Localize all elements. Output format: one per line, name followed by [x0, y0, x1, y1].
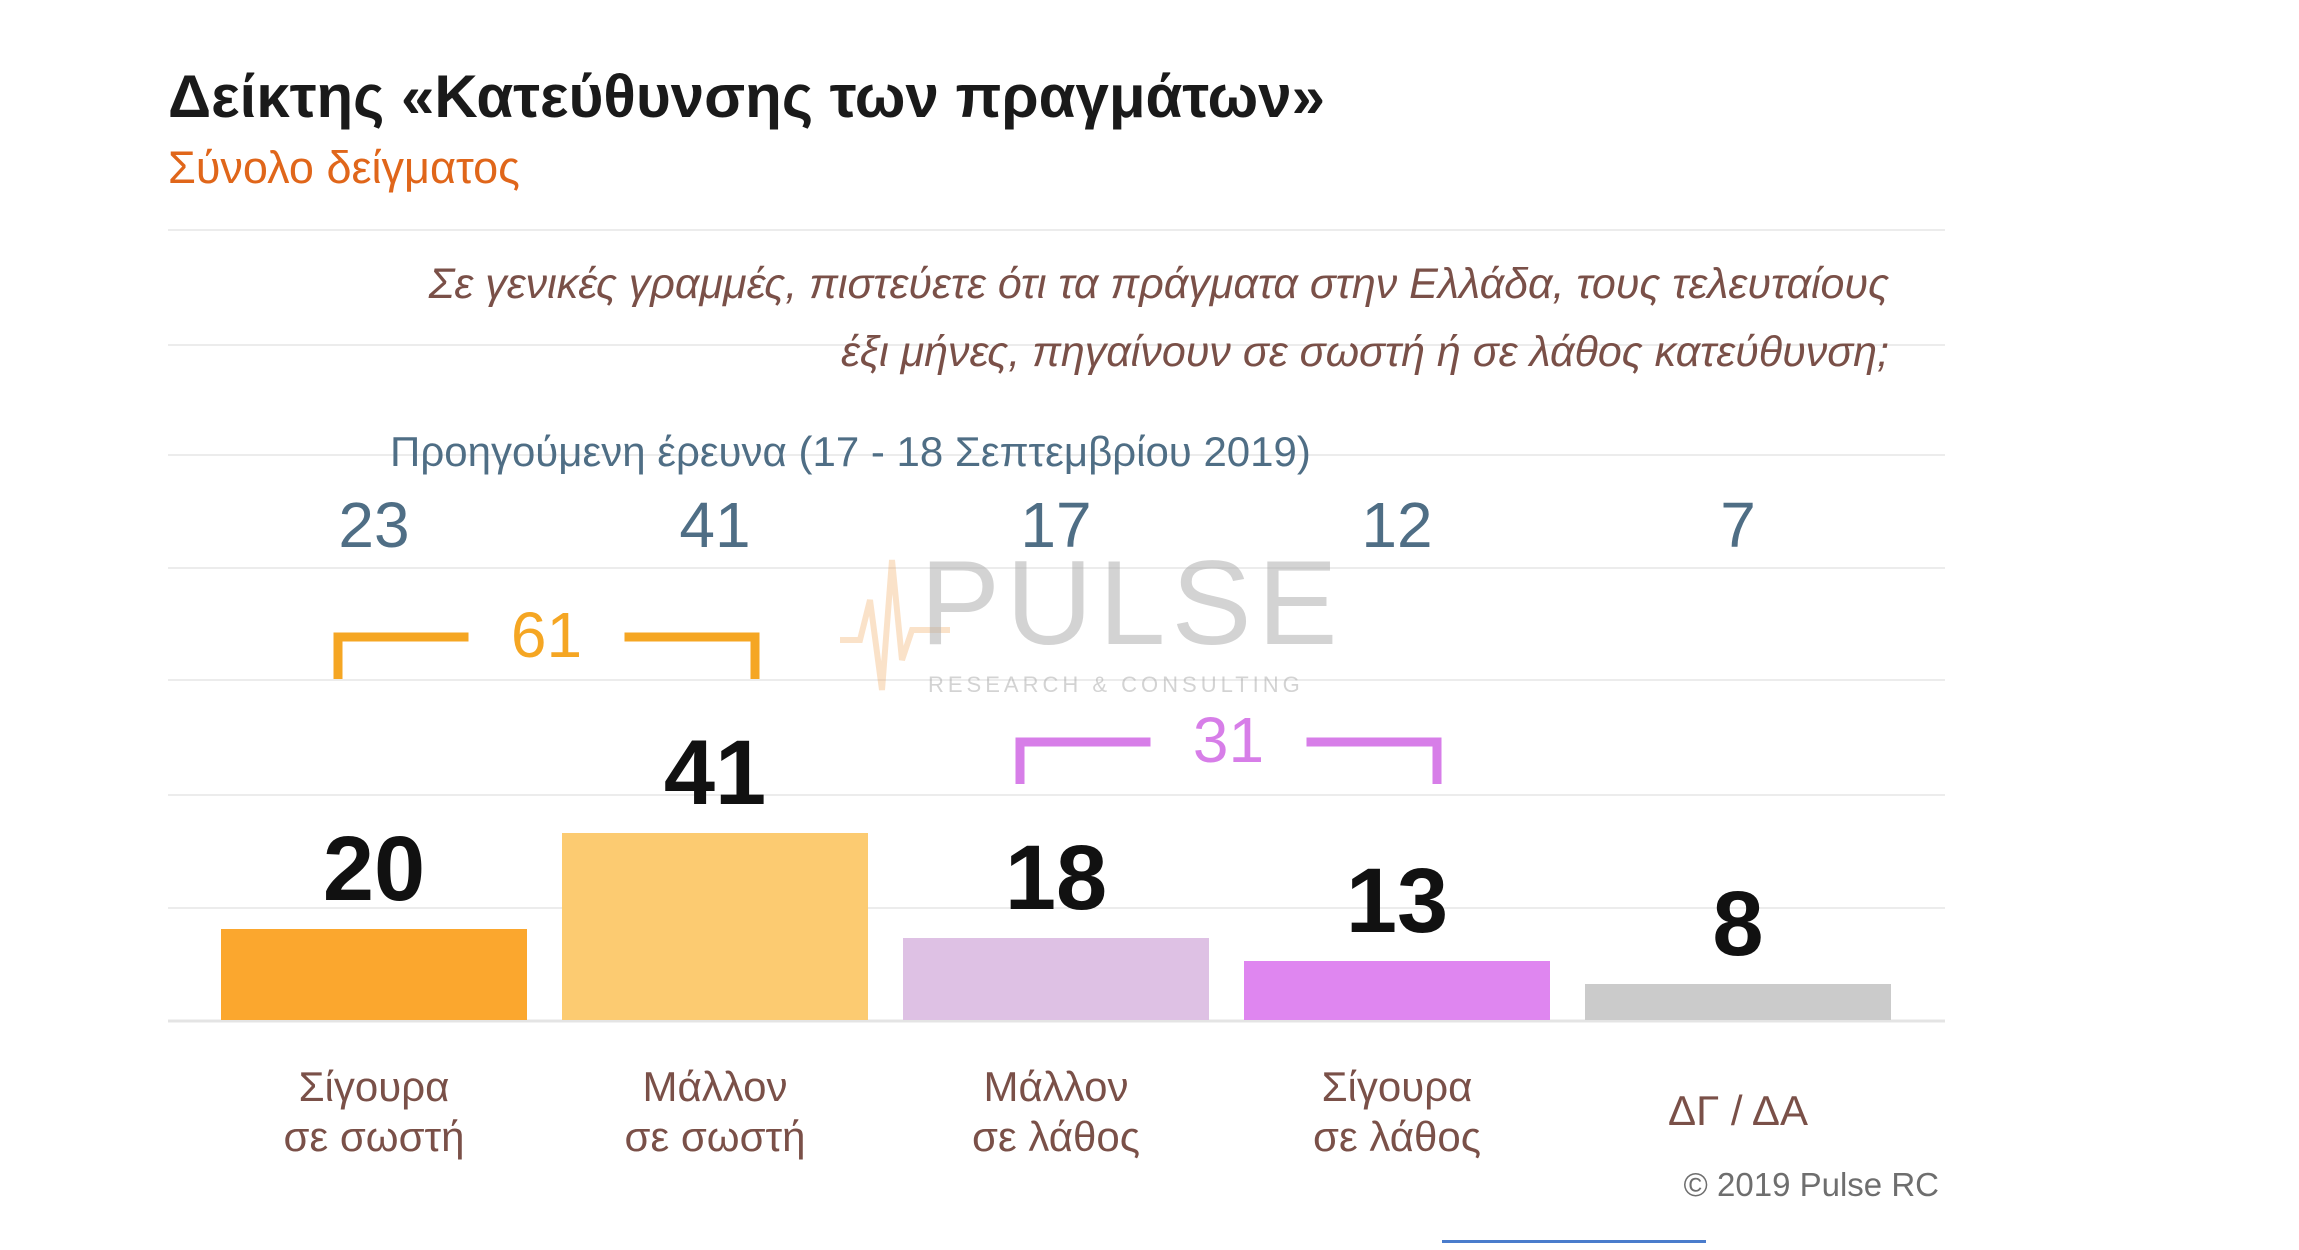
previous-survey-value: 23: [338, 489, 410, 561]
bar-value-label: 41: [663, 722, 767, 825]
category-label: Σίγουρα σε σωστή: [283, 1063, 465, 1160]
previous-survey-label: Προηγούμενη έρευνα (17 - 18 Σεπτεμβρίου …: [390, 428, 1311, 475]
chart-title: Δείκτης «Κατεύθυνσης των πραγμάτων»: [168, 63, 1325, 130]
category-label: Μάλλον σε λάθος: [972, 1063, 1140, 1160]
bar-value-label: 13: [1345, 849, 1449, 952]
bar: [562, 833, 868, 1020]
category-label: Μάλλον σε σωστή: [624, 1063, 806, 1160]
bar: [1244, 960, 1550, 1020]
previous-survey-value: 12: [1361, 489, 1433, 561]
bar: [221, 929, 527, 1020]
previous-survey-value: 41: [679, 489, 751, 561]
survey-question-line: έξι μήνες, πηγαίνουν σε σωστή ή σε λάθος…: [841, 328, 1889, 376]
bar-value-label: 20: [322, 818, 426, 920]
watermark-text: PULSE: [920, 536, 1344, 670]
category-label: Σίγουρα σε λάθος: [1313, 1063, 1481, 1160]
copyright: © 2019 Pulse RC: [1683, 1166, 1939, 1203]
category-label: ΔΓ / ΔΑ: [1668, 1087, 1808, 1134]
bar-value-label: 18: [1004, 827, 1108, 930]
group-total-label: 61: [510, 599, 583, 671]
previous-survey-value: 17: [1020, 489, 1092, 561]
group-total-label: 31: [1192, 704, 1265, 776]
survey-question: Σε γενικές γραμμές, πιστεύετε ότι τα πρά…: [289, 250, 1889, 386]
watermark-tagline: RESEARCH & CONSULTING: [928, 672, 1304, 697]
bar: [1585, 983, 1891, 1020]
pulse-logo-icon: [840, 559, 950, 691]
bottom-accent-line: [1442, 1240, 1706, 1243]
previous-survey-value: 7: [1720, 489, 1756, 561]
bar: [903, 938, 1209, 1020]
group-bracket: [1015, 737, 1442, 784]
chart-subtitle: Σύνολο δείγματος: [168, 142, 520, 193]
bar-value-label: 8: [1712, 872, 1764, 975]
group-bracket: [333, 632, 760, 679]
survey-question-line: Σε γενικές γραμμές, πιστεύετε ότι τα πρά…: [428, 260, 1889, 308]
